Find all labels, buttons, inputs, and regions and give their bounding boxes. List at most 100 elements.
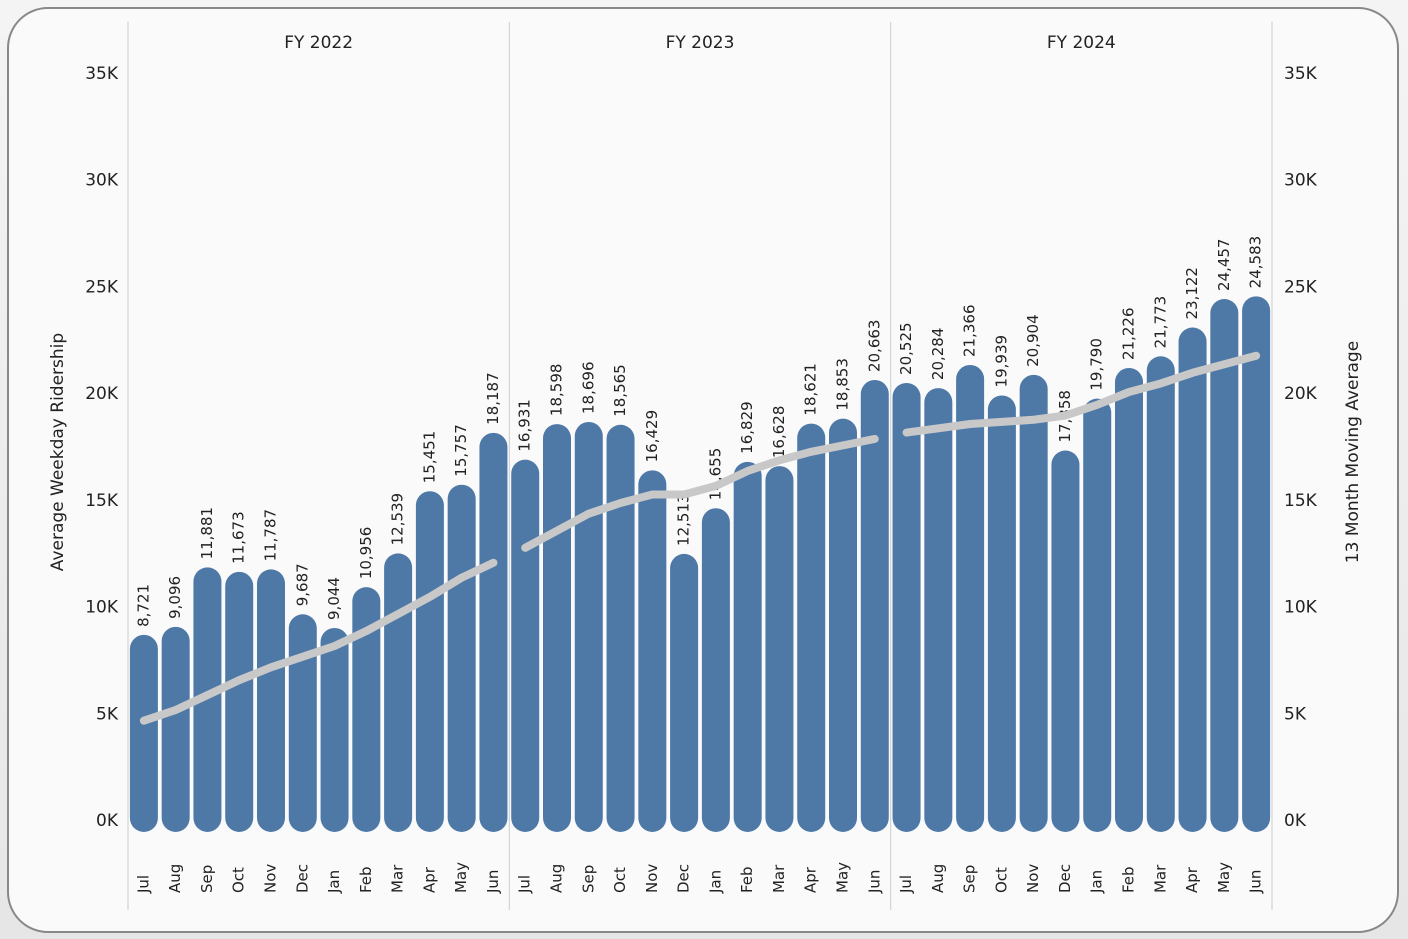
data-label: 10,956 bbox=[357, 527, 375, 580]
data-label: 11,881 bbox=[198, 507, 216, 560]
bar bbox=[1019, 374, 1048, 832]
bar bbox=[733, 461, 762, 832]
bar bbox=[447, 484, 476, 832]
data-label: 16,829 bbox=[738, 401, 756, 454]
bar bbox=[606, 424, 635, 832]
x-tick-label: Nov bbox=[1024, 864, 1042, 893]
bar bbox=[1115, 367, 1143, 832]
bar bbox=[1146, 356, 1175, 832]
data-label: 18,621 bbox=[802, 363, 820, 416]
x-tick-label: Apr bbox=[420, 866, 438, 893]
x-tick-label: Sep bbox=[579, 865, 597, 893]
x-tick-label: Apr bbox=[1183, 866, 1201, 893]
x-tick-label: Oct bbox=[611, 867, 629, 893]
y-tick-label: 0K bbox=[96, 811, 119, 831]
data-label: 9,044 bbox=[325, 577, 343, 620]
bar bbox=[829, 418, 857, 832]
bar bbox=[1178, 327, 1207, 832]
x-tick-label: Jul bbox=[516, 875, 534, 894]
bar bbox=[1051, 450, 1080, 832]
bar bbox=[892, 382, 921, 832]
x-tick-label: Nov bbox=[643, 864, 661, 893]
x-tick-label: May bbox=[834, 862, 852, 893]
y2-tick-label: 0K bbox=[1284, 811, 1307, 831]
y2-tick-label: 15K bbox=[1284, 491, 1318, 511]
x-tick-label: Apr bbox=[802, 866, 820, 893]
panel-title: FY 2024 bbox=[1047, 33, 1116, 53]
data-label: 9,687 bbox=[293, 563, 311, 606]
y-tick-label: 10K bbox=[85, 598, 119, 618]
x-tick-label: Jun bbox=[484, 870, 502, 894]
data-label: 16,931 bbox=[516, 399, 534, 452]
y2-tick-label: 35K bbox=[1284, 64, 1318, 84]
data-label: 21,773 bbox=[1151, 296, 1169, 349]
y2-tick-label: 10K bbox=[1284, 598, 1318, 618]
y-axis-label: Average Weekday Ridership bbox=[48, 333, 68, 571]
x-tick-label: Dec bbox=[1056, 864, 1074, 893]
bar bbox=[320, 627, 349, 832]
data-label: 15,757 bbox=[452, 424, 470, 476]
y-tick-label: 5K bbox=[96, 704, 119, 724]
x-tick-label: Aug bbox=[548, 864, 566, 893]
moving-average-line bbox=[139, 558, 498, 725]
bar bbox=[638, 470, 667, 832]
x-tick-label: Jan bbox=[1088, 870, 1106, 894]
y2-tick-label: 30K bbox=[1284, 171, 1318, 191]
x-tick-label: May bbox=[452, 862, 470, 893]
x-tick-label: Mar bbox=[389, 864, 407, 893]
bar bbox=[1210, 299, 1239, 833]
y-tick-label: 30K bbox=[85, 171, 119, 191]
bar bbox=[288, 614, 317, 832]
panel-title: FY 2022 bbox=[284, 33, 353, 53]
moving-average-line bbox=[521, 434, 879, 552]
bar bbox=[479, 432, 508, 832]
x-tick-label: May bbox=[1215, 862, 1233, 893]
data-label: 24,457 bbox=[1215, 239, 1233, 292]
y-tick-label: 25K bbox=[85, 277, 119, 297]
x-tick-label: Aug bbox=[166, 864, 184, 893]
bar bbox=[670, 553, 699, 832]
bar bbox=[797, 423, 826, 832]
data-label: 12,539 bbox=[389, 493, 407, 546]
x-tick-label: Sep bbox=[198, 865, 216, 893]
data-label: 21,366 bbox=[961, 304, 979, 357]
bar bbox=[574, 421, 603, 832]
data-label: 20,904 bbox=[1024, 314, 1042, 367]
data-label: 18,696 bbox=[579, 361, 597, 414]
x-tick-label: Jul bbox=[134, 875, 152, 894]
panel-title: FY 2023 bbox=[666, 33, 735, 53]
data-label: 20,663 bbox=[865, 319, 883, 372]
x-tick-label: Oct bbox=[230, 867, 248, 893]
data-label: 14,655 bbox=[706, 448, 724, 501]
data-label: 21,226 bbox=[1120, 307, 1138, 360]
data-label: 20,284 bbox=[929, 328, 947, 381]
data-label: 16,429 bbox=[643, 410, 661, 463]
y-tick-label: 15K bbox=[85, 491, 119, 511]
bar bbox=[161, 626, 190, 832]
x-tick-label: Dec bbox=[675, 864, 693, 893]
bar bbox=[352, 587, 381, 832]
x-tick-label: Jun bbox=[1247, 870, 1265, 894]
x-tick-label: Nov bbox=[262, 864, 280, 893]
x-tick-label: Dec bbox=[293, 864, 311, 893]
data-label: 8,721 bbox=[134, 584, 152, 627]
data-label: 19,939 bbox=[992, 335, 1010, 388]
x-tick-label: Sep bbox=[961, 865, 979, 893]
data-label: 20,525 bbox=[897, 322, 915, 375]
bar bbox=[987, 395, 1016, 832]
data-label: 23,122 bbox=[1183, 267, 1201, 320]
bar bbox=[956, 364, 985, 832]
y2-tick-label: 5K bbox=[1284, 704, 1307, 724]
bar bbox=[1242, 296, 1271, 832]
x-tick-label: Mar bbox=[770, 864, 788, 893]
y-tick-label: 35K bbox=[85, 64, 119, 84]
x-tick-label: Feb bbox=[357, 866, 375, 893]
data-label: 18,853 bbox=[834, 358, 852, 411]
bar bbox=[924, 388, 953, 832]
x-tick-label: Jun bbox=[865, 870, 883, 894]
bar bbox=[860, 379, 889, 832]
x-tick-label: Mar bbox=[1151, 864, 1169, 893]
bar bbox=[415, 491, 444, 832]
data-label: 16,628 bbox=[770, 406, 788, 459]
